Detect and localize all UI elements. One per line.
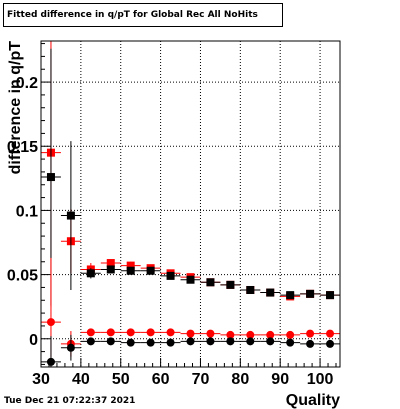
data-point-circle [186, 329, 195, 338]
plot-frame [40, 40, 341, 368]
data-point-circle [306, 329, 315, 338]
y-tick-label: 0.15 [7, 139, 38, 156]
data-point-square [326, 291, 335, 300]
x-tick-label: 80 [231, 371, 249, 388]
data-point-square [206, 278, 215, 287]
data-point-circle [126, 338, 135, 347]
data-point-circle [326, 339, 335, 348]
data-point-circle [146, 338, 155, 347]
data-point-square [106, 259, 115, 268]
series-3 [41, 257, 340, 367]
data-point-circle [146, 328, 155, 337]
data-point-square [46, 173, 55, 182]
data-point-circle [186, 337, 195, 346]
data-point-circle [166, 338, 175, 347]
chart-title: Fitted difference in q/pT for Global Rec… [3, 3, 283, 27]
data-point-square [266, 288, 275, 297]
data-point-circle [46, 357, 55, 366]
y-tick-label: 0.05 [7, 268, 38, 285]
timestamp: Tue Dec 21 07:22:37 2021 [4, 396, 136, 406]
y-tick-label: 0 [29, 332, 38, 349]
data-point-square [126, 261, 135, 270]
data-point-circle [106, 337, 115, 346]
data-point-circle [266, 337, 275, 346]
data-point-circle [86, 328, 95, 337]
data-point-circle [306, 339, 315, 348]
data-point-square [146, 266, 155, 275]
data-point-square [306, 289, 315, 298]
y-axis-label: difference in q/pT [7, 41, 24, 175]
x-tick-label: 50 [112, 371, 130, 388]
data-point-circle [266, 330, 275, 339]
data-point-circle [206, 337, 215, 346]
data-point-square [86, 269, 95, 278]
data-point-circle [206, 329, 215, 338]
x-tick-label: 60 [152, 371, 170, 388]
data-marks [41, 41, 340, 367]
axis-ticks: 30 40 50 60 70 80 90 100 0 0.05 0.1 0.15 0.2 [7, 43, 337, 388]
x-tick-label: 40 [72, 371, 90, 388]
data-point-square [126, 266, 135, 275]
series-4 [41, 334, 340, 367]
data-point-circle [286, 330, 295, 339]
data-point-circle [46, 318, 55, 327]
data-point-circle [126, 328, 135, 337]
data-point-circle [86, 337, 95, 346]
data-point-circle [106, 328, 115, 337]
x-tick-label: 30 [32, 371, 50, 388]
grid-lines [41, 41, 340, 367]
data-point-square [106, 265, 115, 274]
data-point-circle [226, 330, 235, 339]
x-tick-label: 90 [271, 371, 289, 388]
series-2 [41, 48, 340, 306]
data-point-square [246, 285, 255, 294]
y-tick-label: 0.2 [16, 75, 38, 92]
x-tick-label: 100 [307, 371, 334, 388]
data-point-circle [286, 338, 295, 347]
data-point-circle [246, 330, 255, 339]
data-point-circle [326, 329, 335, 338]
data-point-circle [66, 343, 75, 352]
data-point-circle [246, 337, 255, 346]
data-point-square [286, 291, 295, 300]
data-point-circle [166, 328, 175, 337]
data-point-square [166, 271, 175, 280]
series-1 [41, 41, 340, 307]
data-point-square [226, 280, 235, 289]
data-point-circle [226, 337, 235, 346]
x-axis-label: Quality [286, 392, 340, 409]
data-point-square [186, 275, 195, 284]
y-tick-label: 0.1 [16, 203, 38, 220]
data-point-square [66, 211, 75, 220]
x-tick-label: 70 [192, 371, 210, 388]
